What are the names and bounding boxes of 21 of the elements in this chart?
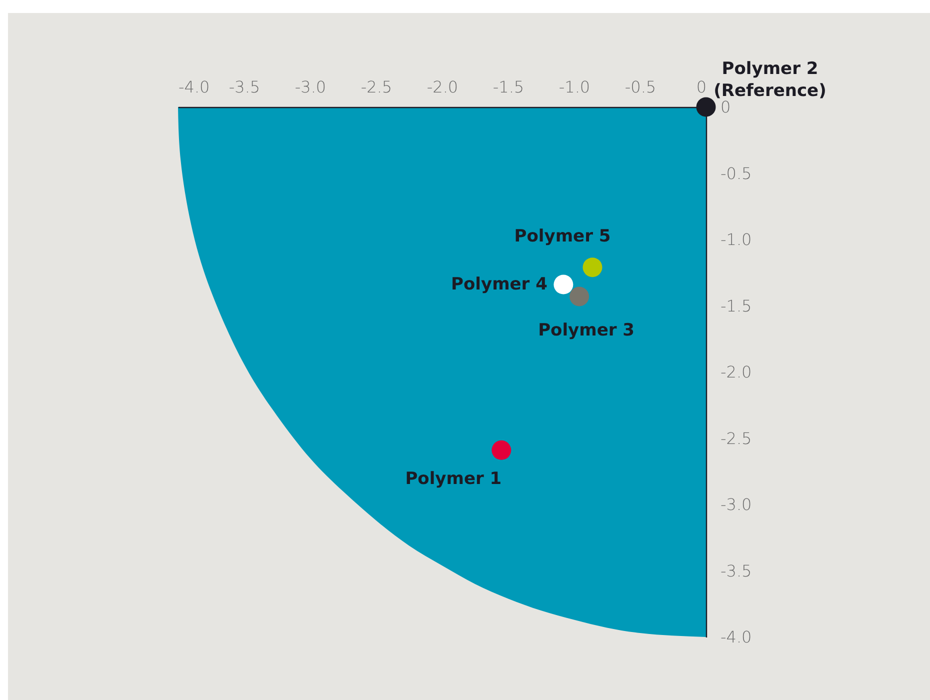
x-tick-label: -1.5 <box>492 78 524 96</box>
x-tick-label: -2.0 <box>426 78 458 96</box>
y-tick-label: -4.0 <box>720 628 752 646</box>
x-tick-label: -3.0 <box>294 78 326 96</box>
y-tick-label: -2.5 <box>720 428 752 448</box>
x-tick-label: 0 <box>696 78 706 96</box>
series-label: Polymer 4 <box>451 274 548 295</box>
y-tick-label: -3.0 <box>720 495 752 514</box>
y-tick-label: -3.5 <box>720 561 752 580</box>
series-label: Polymer 3 <box>538 320 634 340</box>
x-tick-label: -1.0 <box>558 78 590 96</box>
x-tick-label: -2.5 <box>360 78 392 96</box>
y-tick-label: -2.0 <box>720 362 752 382</box>
y-tick-label: -0.5 <box>720 164 752 183</box>
y-tick-label: -1.0 <box>720 230 752 249</box>
x-tick-label: -4.0 <box>178 78 210 96</box>
series-label: Polymer 5 <box>514 226 611 246</box>
x-tick-label: -0.5 <box>624 78 656 96</box>
x-tick-label: -3.5 <box>228 78 260 96</box>
y-tick-label: -1.5 <box>720 296 752 316</box>
series-label: Polymer 1 <box>405 469 502 490</box>
